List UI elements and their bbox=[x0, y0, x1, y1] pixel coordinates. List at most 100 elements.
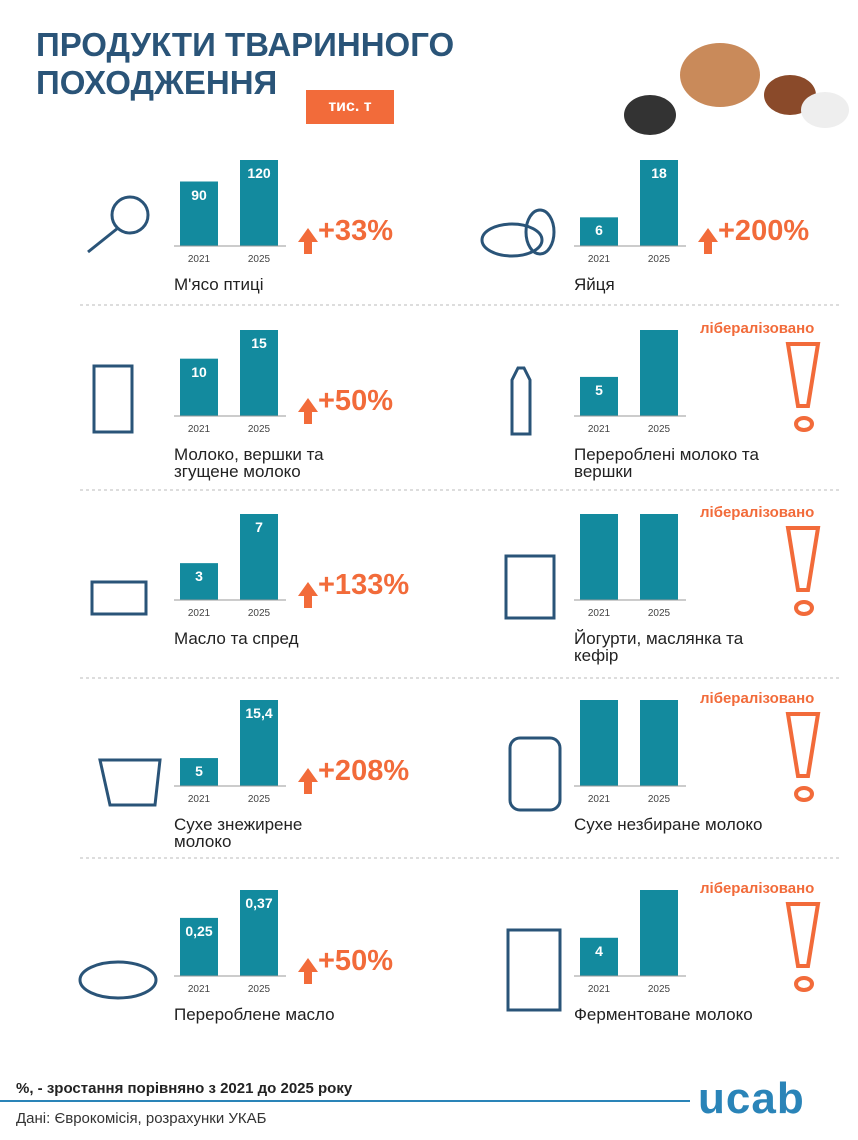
icon-jar bbox=[508, 736, 562, 812]
growth-label: +208% bbox=[318, 755, 410, 787]
growth-arrow bbox=[298, 768, 318, 794]
bar bbox=[180, 358, 218, 416]
bar bbox=[180, 917, 218, 976]
growth-label: +50% bbox=[318, 385, 393, 417]
annotation: лібералізовано bbox=[700, 880, 815, 897]
footnote: %, - зростання порівняно з 2021 до 2025 … bbox=[16, 1080, 353, 1097]
icon-bag bbox=[98, 758, 162, 807]
growth-arrow bbox=[298, 958, 318, 984]
exclamation bbox=[785, 342, 821, 408]
hen bbox=[801, 92, 849, 128]
value-label: 120 bbox=[247, 165, 271, 181]
source: Дані: Єврокомісія, розрахунки УКАБ bbox=[16, 1110, 267, 1127]
product-name: Перероблені молоко та вершки bbox=[574, 445, 759, 481]
animals bbox=[624, 43, 849, 135]
bar bbox=[580, 514, 618, 600]
unit-badge: тис. т bbox=[306, 90, 394, 124]
growth-arrow bbox=[298, 228, 318, 254]
icon-egg bbox=[480, 222, 544, 258]
growth-arrow bbox=[298, 398, 318, 424]
bar bbox=[580, 376, 618, 416]
x-tick-label: 2021 bbox=[187, 984, 211, 995]
bar bbox=[240, 514, 278, 600]
product-name: Перероблене масло bbox=[174, 1005, 335, 1024]
x-tick-label: 2021 bbox=[187, 424, 211, 435]
bar bbox=[640, 514, 678, 600]
exclamation bbox=[785, 902, 821, 968]
product-name: Масло та спред bbox=[174, 629, 299, 648]
bar bbox=[240, 330, 278, 416]
value-label: 3 bbox=[195, 568, 203, 585]
value-label: 18 bbox=[651, 165, 667, 181]
growth-label: +200% bbox=[718, 215, 810, 247]
value-label: 0,25 bbox=[185, 922, 213, 939]
bar bbox=[580, 217, 618, 246]
x-tick-label: 2025 bbox=[647, 984, 671, 995]
x-tick-label: 2021 bbox=[587, 984, 611, 995]
value-label: 4 bbox=[595, 942, 603, 959]
x-tick-label: 2025 bbox=[647, 608, 671, 619]
x-tick-label: 2025 bbox=[647, 254, 671, 265]
x-tick-label: 2025 bbox=[647, 424, 671, 435]
bar bbox=[180, 181, 218, 246]
icon-egg bbox=[524, 208, 556, 256]
value-label: 6 bbox=[595, 222, 603, 239]
bar bbox=[240, 160, 278, 246]
product-name: Молоко, вершки та згущене молоко bbox=[174, 445, 324, 481]
x-tick-label: 2021 bbox=[587, 254, 611, 265]
product-name: М'ясо птиці bbox=[174, 275, 264, 294]
product-name: Сухе знежирене молоко bbox=[174, 815, 303, 851]
value-label: 5 bbox=[195, 763, 203, 780]
icon-meat bbox=[110, 195, 150, 235]
icon-meat-bone bbox=[87, 226, 119, 254]
x-tick-label: 2021 bbox=[587, 424, 611, 435]
growth-arrow bbox=[298, 582, 318, 608]
icon-milk-box bbox=[92, 364, 134, 434]
exclamation-dot bbox=[794, 600, 814, 616]
exclamation-dot bbox=[794, 416, 814, 432]
product-name: Сухе незбиране молоко bbox=[574, 815, 763, 834]
annotation: лібералізовано bbox=[700, 504, 815, 521]
bar bbox=[640, 890, 678, 976]
icon-butter-plate bbox=[78, 960, 158, 1000]
bar bbox=[180, 758, 218, 786]
exclamation-dot bbox=[794, 786, 814, 802]
bar bbox=[180, 563, 218, 600]
exclamation bbox=[785, 526, 821, 592]
annotation: лібералізовано bbox=[700, 690, 815, 707]
value-label: 15 bbox=[251, 335, 267, 351]
icons bbox=[78, 195, 562, 1012]
growth-label: +133% bbox=[318, 569, 410, 601]
x-tick-label: 2021 bbox=[587, 794, 611, 805]
value-label: 7 bbox=[255, 519, 263, 535]
value-label: 5 bbox=[595, 381, 603, 398]
icon-carton bbox=[506, 928, 562, 1012]
x-tick-label: 2025 bbox=[247, 608, 271, 619]
cow bbox=[680, 43, 760, 107]
x-tick-label: 2021 bbox=[187, 608, 211, 619]
icon-butter bbox=[90, 580, 148, 616]
product-name: Йогурти, маслянка та кефір bbox=[574, 629, 744, 665]
separators bbox=[80, 304, 840, 859]
exclamation-dot bbox=[794, 976, 814, 992]
calf bbox=[624, 95, 676, 135]
exclamation bbox=[785, 712, 821, 778]
growth-arrow bbox=[698, 228, 718, 254]
value-label: 90 bbox=[191, 186, 207, 203]
x-tick-label: 2021 bbox=[587, 608, 611, 619]
x-tick-label: 2025 bbox=[247, 424, 271, 435]
bar bbox=[640, 330, 678, 416]
x-tick-label: 2025 bbox=[647, 794, 671, 805]
x-tick-label: 2025 bbox=[247, 984, 271, 995]
bar bbox=[240, 700, 278, 786]
title: ПРОДУКТИ ТВАРИННОГО ПОХОДЖЕННЯ bbox=[36, 26, 455, 101]
value-label: 15,4 bbox=[245, 705, 273, 721]
x-tick-label: 2025 bbox=[247, 794, 271, 805]
bar bbox=[640, 160, 678, 246]
bar bbox=[580, 937, 618, 976]
x-tick-label: 2021 bbox=[187, 794, 211, 805]
value-label: 0,37 bbox=[245, 895, 273, 911]
annotation: лібералізовано bbox=[700, 320, 815, 337]
product-name: Ферментоване молоко bbox=[574, 1005, 753, 1024]
